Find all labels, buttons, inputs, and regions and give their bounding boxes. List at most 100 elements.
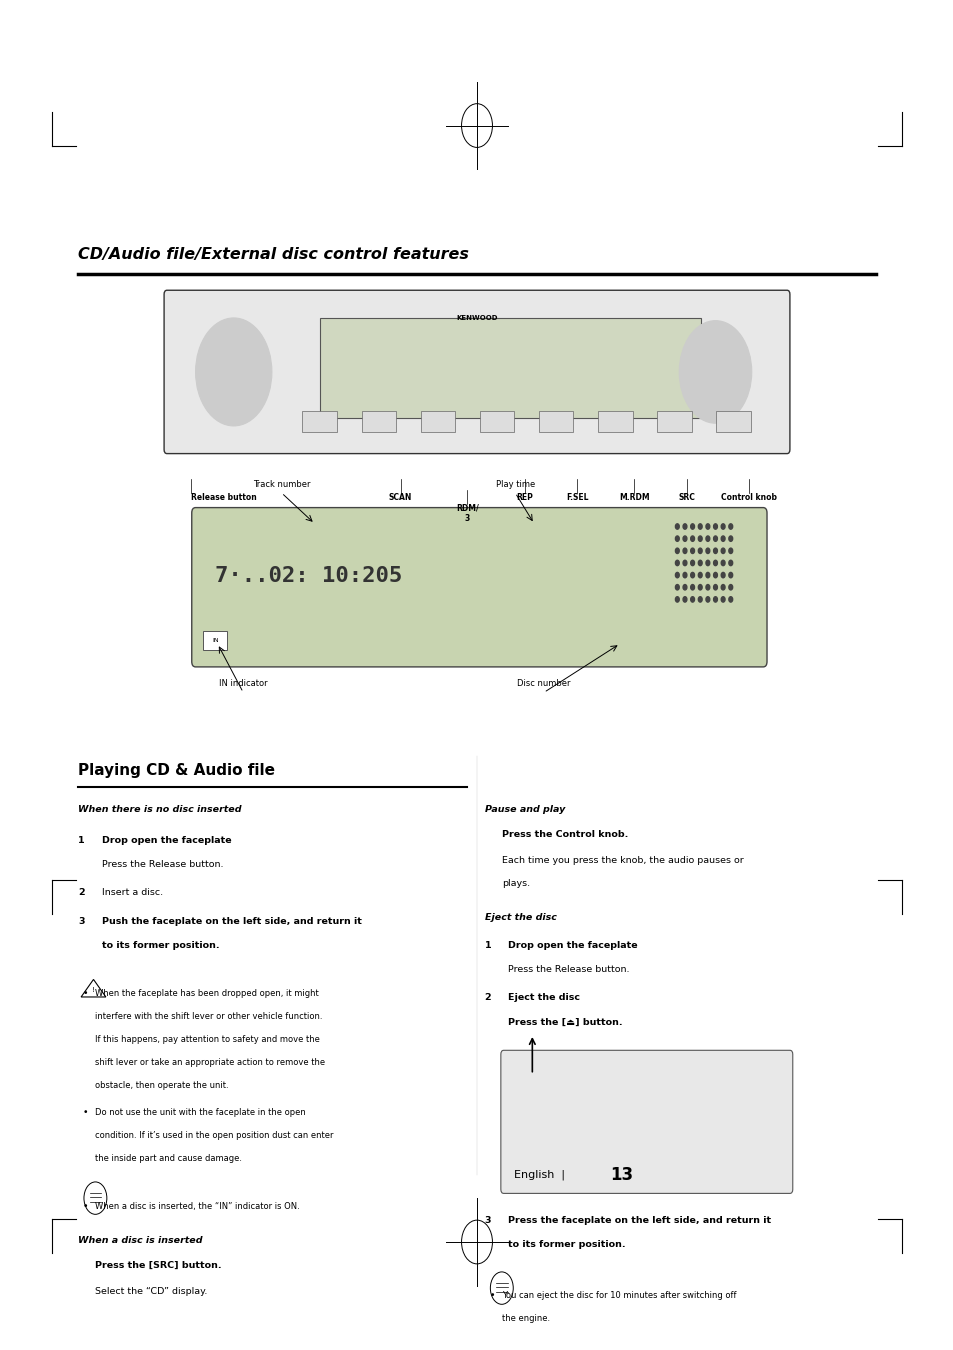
Bar bbox=[538, 410, 573, 432]
Circle shape bbox=[690, 572, 694, 578]
Circle shape bbox=[720, 548, 724, 554]
Circle shape bbox=[705, 524, 709, 529]
Text: Disc number: Disc number bbox=[517, 679, 570, 688]
Circle shape bbox=[728, 548, 732, 554]
Text: 1: 1 bbox=[78, 836, 85, 845]
Text: shift lever or take an appropriate action to remove the: shift lever or take an appropriate actio… bbox=[95, 1058, 325, 1066]
Text: When there is no disc inserted: When there is no disc inserted bbox=[78, 805, 241, 814]
Bar bbox=[716, 410, 750, 432]
Text: You can eject the disc for 10 minutes after switching off: You can eject the disc for 10 minutes af… bbox=[501, 1292, 736, 1300]
Circle shape bbox=[698, 585, 701, 590]
Text: When the faceplate has been dropped open, it might: When the faceplate has been dropped open… bbox=[95, 988, 319, 998]
Text: Track number: Track number bbox=[253, 479, 310, 489]
Circle shape bbox=[690, 560, 694, 566]
Text: Do not use the unit with the faceplate in the open: Do not use the unit with the faceplate i… bbox=[95, 1108, 306, 1116]
Circle shape bbox=[713, 560, 717, 566]
Text: 7·..02: 10:205: 7·..02: 10:205 bbox=[214, 567, 401, 586]
Circle shape bbox=[728, 572, 732, 578]
Circle shape bbox=[698, 524, 701, 529]
Circle shape bbox=[713, 548, 717, 554]
Text: the inside part and cause damage.: the inside part and cause damage. bbox=[95, 1154, 242, 1162]
Text: Release button: Release button bbox=[191, 493, 256, 502]
Bar bbox=[657, 410, 691, 432]
Circle shape bbox=[675, 597, 679, 602]
Text: If this happens, pay attention to safety and move the: If this happens, pay attention to safety… bbox=[95, 1035, 320, 1044]
Circle shape bbox=[698, 597, 701, 602]
Text: interfere with the shift lever or other vehicle function.: interfere with the shift lever or other … bbox=[95, 1012, 322, 1021]
Text: M.RDM: M.RDM bbox=[618, 493, 649, 502]
Text: Press the faceplate on the left side, and return it: Press the faceplate on the left side, an… bbox=[508, 1216, 771, 1226]
Bar bbox=[203, 632, 227, 651]
Text: Eject the disc: Eject the disc bbox=[508, 994, 579, 1003]
Circle shape bbox=[705, 536, 709, 541]
Text: SCAN: SCAN bbox=[389, 493, 412, 502]
Text: •: • bbox=[83, 1108, 89, 1116]
Bar bbox=[361, 410, 395, 432]
Circle shape bbox=[705, 597, 709, 602]
Circle shape bbox=[682, 560, 686, 566]
Text: to its former position.: to its former position. bbox=[508, 1241, 625, 1250]
Circle shape bbox=[682, 536, 686, 541]
Bar bbox=[319, 317, 700, 418]
FancyBboxPatch shape bbox=[500, 1050, 792, 1193]
Text: Press the [SRC] button.: Press the [SRC] button. bbox=[95, 1261, 222, 1270]
Circle shape bbox=[713, 585, 717, 590]
Circle shape bbox=[705, 572, 709, 578]
Circle shape bbox=[690, 597, 694, 602]
Text: Pause and play: Pause and play bbox=[484, 805, 564, 814]
Text: Playing CD & Audio file: Playing CD & Audio file bbox=[78, 763, 274, 778]
Text: Select the “CD” display.: Select the “CD” display. bbox=[95, 1287, 208, 1296]
Circle shape bbox=[195, 319, 272, 427]
Circle shape bbox=[682, 572, 686, 578]
Text: Insert a disc.: Insert a disc. bbox=[102, 888, 163, 898]
Circle shape bbox=[675, 560, 679, 566]
Text: Press the Release button.: Press the Release button. bbox=[508, 965, 629, 975]
Text: Press the Control knob.: Press the Control knob. bbox=[501, 830, 627, 840]
Circle shape bbox=[705, 585, 709, 590]
Circle shape bbox=[720, 560, 724, 566]
Circle shape bbox=[698, 572, 701, 578]
Circle shape bbox=[675, 585, 679, 590]
Text: •: • bbox=[489, 1292, 495, 1300]
Text: When a disc is inserted, the “IN” indicator is ON.: When a disc is inserted, the “IN” indica… bbox=[95, 1202, 300, 1211]
Text: 3: 3 bbox=[484, 1216, 491, 1226]
Bar bbox=[598, 410, 632, 432]
Bar bbox=[420, 410, 455, 432]
Circle shape bbox=[682, 597, 686, 602]
Text: REP: REP bbox=[516, 493, 533, 502]
Circle shape bbox=[698, 560, 701, 566]
Text: Drop open the faceplate: Drop open the faceplate bbox=[508, 941, 638, 950]
Circle shape bbox=[720, 585, 724, 590]
FancyBboxPatch shape bbox=[164, 290, 789, 454]
Text: the engine.: the engine. bbox=[501, 1315, 549, 1323]
Text: plays.: plays. bbox=[501, 879, 529, 887]
Text: Eject the disc: Eject the disc bbox=[484, 913, 556, 922]
FancyBboxPatch shape bbox=[192, 508, 766, 667]
Text: Each time you press the knob, the audio pauses or: Each time you press the knob, the audio … bbox=[501, 856, 742, 864]
Circle shape bbox=[682, 548, 686, 554]
Circle shape bbox=[675, 572, 679, 578]
Circle shape bbox=[690, 536, 694, 541]
Text: IN indicator: IN indicator bbox=[219, 679, 267, 688]
Circle shape bbox=[720, 524, 724, 529]
Circle shape bbox=[728, 585, 732, 590]
Text: RDM/
3: RDM/ 3 bbox=[456, 504, 478, 522]
Circle shape bbox=[679, 321, 751, 424]
Circle shape bbox=[713, 524, 717, 529]
Circle shape bbox=[728, 597, 732, 602]
Circle shape bbox=[720, 597, 724, 602]
Bar bbox=[479, 410, 514, 432]
Circle shape bbox=[720, 572, 724, 578]
Text: condition. If it’s used in the open position dust can enter: condition. If it’s used in the open posi… bbox=[95, 1131, 334, 1139]
Circle shape bbox=[705, 548, 709, 554]
Circle shape bbox=[705, 560, 709, 566]
Text: 1: 1 bbox=[484, 941, 491, 950]
Circle shape bbox=[690, 585, 694, 590]
Text: 13: 13 bbox=[610, 1165, 633, 1184]
Text: •: • bbox=[83, 1202, 89, 1211]
Circle shape bbox=[728, 560, 732, 566]
Text: Drop open the faceplate: Drop open the faceplate bbox=[102, 836, 232, 845]
Circle shape bbox=[675, 548, 679, 554]
Text: Press the Release button.: Press the Release button. bbox=[102, 860, 223, 869]
Circle shape bbox=[698, 536, 701, 541]
